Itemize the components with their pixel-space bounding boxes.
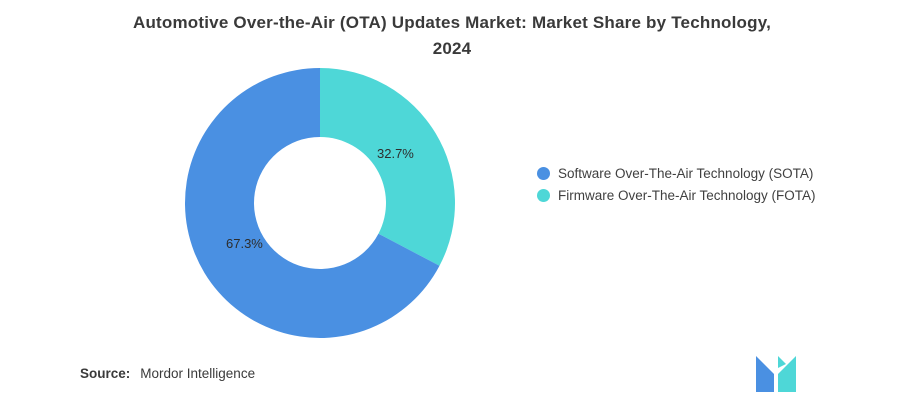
- logo-accent-shape: [778, 356, 786, 368]
- chart-legend: Software Over-The-Air Technology (SOTA) …: [537, 166, 816, 210]
- slice-label-fota: 32.7%: [377, 146, 414, 161]
- legend-label-fota: Firmware Over-The-Air Technology (FOTA): [558, 188, 816, 203]
- legend-dot-fota: [537, 189, 550, 202]
- mordor-intelligence-logo: [756, 356, 796, 392]
- legend-dot-sota: [537, 167, 550, 180]
- source-value: Mordor Intelligence: [140, 366, 256, 381]
- slice-label-sota: 67.3%: [226, 236, 263, 251]
- donut-chart: [170, 53, 470, 353]
- source-label: Source:: [80, 366, 131, 381]
- chart-title-line1: Automotive Over-the-Air (OTA) Updates Ma…: [132, 13, 772, 32]
- legend-label-sota: Software Over-The-Air Technology (SOTA): [558, 166, 814, 181]
- chart-title: Automotive Over-the-Air (OTA) Updates Ma…: [0, 10, 904, 63]
- source-line: Source: Mordor Intelligence: [80, 366, 255, 381]
- logo-left-shape: [756, 356, 774, 392]
- legend-item-fota[interactable]: Firmware Over-The-Air Technology (FOTA): [537, 188, 816, 203]
- donut-slice[interactable]: [184, 68, 440, 338]
- donut-svg: [184, 68, 455, 338]
- chart-title-line2: 2024: [432, 39, 472, 59]
- donut-slice[interactable]: [320, 68, 455, 266]
- logo-right-shape: [778, 356, 796, 392]
- legend-item-sota[interactable]: Software Over-The-Air Technology (SOTA): [537, 166, 816, 181]
